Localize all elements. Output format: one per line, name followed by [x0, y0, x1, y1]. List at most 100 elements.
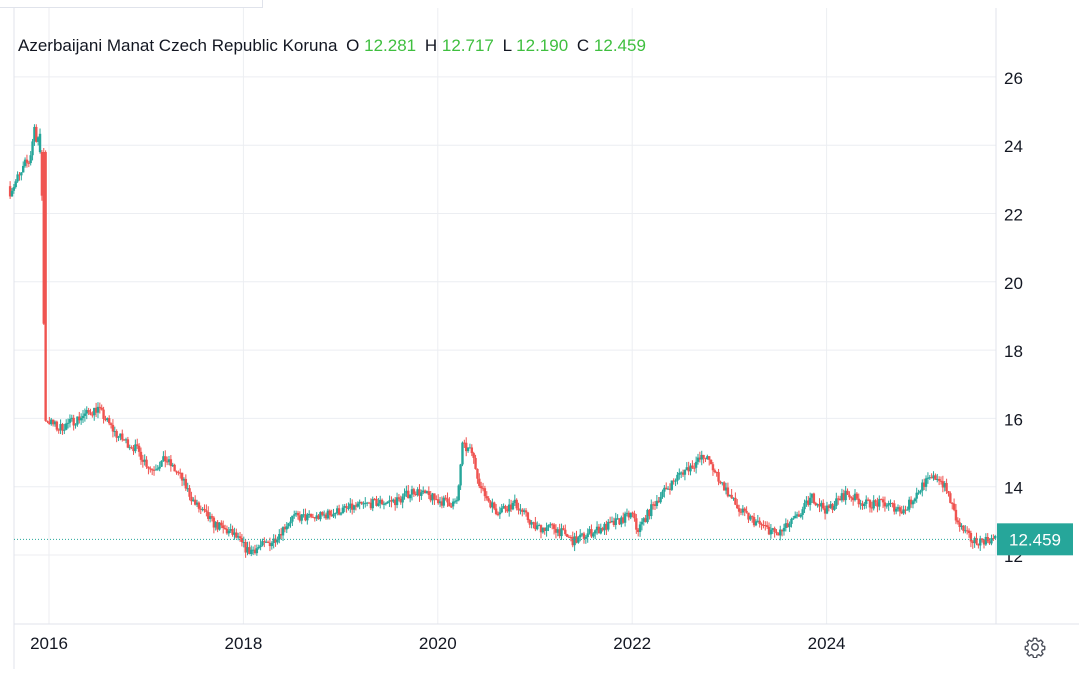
candle: [309, 513, 313, 517]
candle: [842, 493, 845, 501]
candle: [511, 502, 515, 510]
candle: [724, 487, 728, 491]
candle: [496, 514, 500, 516]
candle: [760, 523, 763, 526]
candle: [831, 504, 834, 510]
grid: [14, 8, 996, 624]
y-tick-label: 16: [1004, 410, 1023, 429]
candle: [397, 497, 401, 499]
last-price-label: 12.459: [1009, 530, 1061, 549]
candle: [605, 523, 608, 530]
candle: [580, 533, 584, 535]
candle: [296, 512, 300, 516]
close-label: C: [576, 36, 590, 55]
candle: [113, 431, 116, 433]
candle: [29, 155, 32, 164]
candle: [751, 516, 754, 518]
candle: [614, 518, 617, 525]
candle: [883, 502, 887, 507]
candle: [528, 520, 531, 525]
candle: [180, 472, 184, 481]
candle: [349, 503, 352, 509]
candle: [756, 520, 760, 522]
candle: [508, 504, 511, 512]
candle: [373, 498, 376, 500]
candle: [302, 514, 305, 516]
candle: [304, 514, 307, 521]
candle: [457, 485, 460, 501]
candle: [182, 478, 186, 481]
gear-icon[interactable]: [1024, 636, 1046, 658]
candle: [786, 523, 789, 528]
candle: [466, 447, 470, 452]
candle: [575, 536, 578, 543]
candle: [407, 490, 410, 499]
candle: [878, 499, 881, 507]
candle: [225, 528, 229, 534]
candle: [571, 537, 574, 546]
candle: [257, 547, 260, 549]
candle: [825, 505, 829, 514]
candle: [833, 506, 836, 510]
candle: [992, 538, 995, 540]
candles: [8, 124, 997, 558]
candle: [388, 500, 391, 502]
candle: [395, 497, 399, 506]
candle: [38, 133, 42, 153]
candle: [281, 527, 285, 536]
candle: [943, 483, 946, 488]
candle: [545, 527, 548, 531]
candle: [119, 433, 122, 437]
candle: [233, 532, 236, 535]
candle: [728, 494, 731, 497]
candle: [444, 497, 447, 499]
candle: [947, 491, 950, 494]
candle: [244, 542, 247, 553]
candle: [902, 509, 905, 514]
candle: [345, 506, 348, 509]
candle: [365, 502, 369, 504]
candle: [592, 533, 595, 537]
candle: [115, 431, 118, 438]
candle: [291, 515, 294, 522]
candle: [937, 478, 941, 481]
candle: [164, 456, 167, 462]
candle: [494, 508, 498, 515]
candle: [668, 488, 672, 490]
candle: [431, 493, 434, 501]
candle: [840, 493, 844, 501]
candle: [272, 538, 275, 544]
candle: [623, 513, 627, 523]
x-axis-labels: 2016 2018 2020 2022 2024: [30, 634, 845, 653]
candle: [977, 543, 980, 546]
candle: [165, 461, 169, 463]
candle: [117, 436, 120, 438]
candle: [158, 466, 161, 469]
candle: [481, 488, 485, 490]
candle: [696, 457, 700, 462]
candle: [199, 508, 202, 510]
candle: [552, 524, 556, 529]
candle: [235, 532, 238, 538]
candle: [771, 528, 774, 530]
candle: [911, 501, 915, 505]
candle: [648, 509, 651, 517]
candle: [25, 159, 29, 163]
candle: [823, 508, 827, 514]
candle: [425, 491, 429, 494]
candle: [283, 527, 287, 530]
candle: [63, 429, 66, 431]
candle: [44, 152, 47, 421]
candle: [747, 512, 750, 520]
candle: [474, 457, 477, 469]
candle: [326, 510, 330, 519]
candle: [506, 509, 509, 512]
candle: [465, 442, 468, 452]
candle: [472, 453, 475, 458]
candle: [298, 515, 302, 521]
candle: [238, 536, 242, 539]
y-tick-label: 20: [1004, 274, 1023, 293]
candle: [463, 442, 466, 444]
